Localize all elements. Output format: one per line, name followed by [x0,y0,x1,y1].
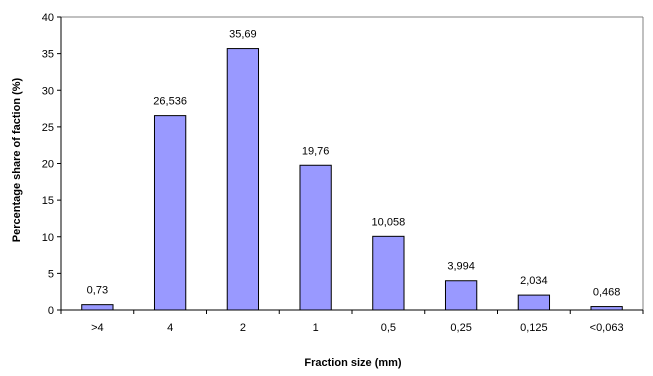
bar [153,115,187,311]
x-tick-label: 2 [240,322,246,334]
bar [81,304,114,311]
bar [372,235,405,311]
x-tick-label: 1 [313,322,319,334]
plot-area: 0 5 10 15 20 25 30 35 40 0,73 >4 26,536 4 35,69 2 19,76… [42,12,644,334]
y-tick-label: 35 [42,49,54,61]
bar [590,306,623,311]
x-tick-label: 0,5 [381,322,396,334]
x-tick-label: >4 [91,322,104,334]
y-tick-label: 5 [48,268,54,280]
y-axis-title: Percentage share of faction (%) [11,77,23,242]
y-tick-label: 30 [42,85,54,97]
data-label: 35,69 [229,29,257,41]
x-axis-title: Fraction size (mm) [304,357,402,369]
x-tick-label: 0,125 [520,322,548,334]
data-label: 3,994 [447,261,475,273]
bar [299,164,332,311]
x-tick-label: <0,063 [590,322,624,334]
data-label: 0,73 [87,285,108,297]
bar [517,294,551,311]
y-tick-label: 0 [48,305,54,317]
bar [226,48,260,311]
y-tick-label: 10 [42,232,54,244]
data-label: 2,034 [520,275,548,287]
y-tick-label: 15 [42,195,54,207]
x-tick-label: 0,25 [450,322,471,334]
x-tick-label: 4 [167,322,173,334]
data-label: 0,468 [593,287,621,299]
y-tick-label: 25 [42,122,54,134]
data-label: 10,058 [372,216,406,228]
y-tick-label: 40 [42,12,54,24]
y-tick-label: 20 [42,159,54,171]
bar [444,280,478,311]
data-label: 19,76 [302,145,330,157]
data-label: 26,536 [153,96,187,108]
